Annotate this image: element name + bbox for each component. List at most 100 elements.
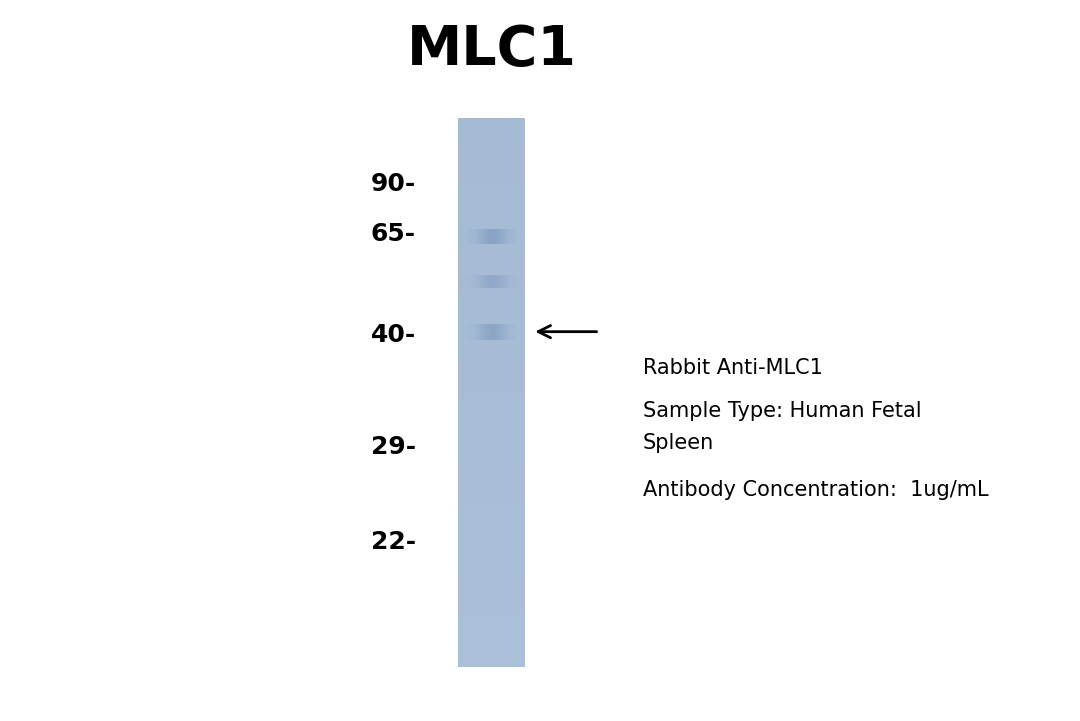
Bar (458, 383, 525, 386)
Bar (458, 663, 525, 665)
Text: 65-: 65- (370, 222, 416, 247)
Bar (458, 570, 525, 572)
Bar (458, 156, 525, 159)
Bar (458, 312, 525, 314)
Bar (458, 540, 525, 543)
Bar (510, 275, 512, 288)
Bar (458, 539, 525, 541)
Bar (478, 229, 481, 244)
Bar (458, 447, 525, 450)
Bar (458, 456, 525, 459)
Bar (458, 327, 525, 329)
Bar (458, 471, 525, 473)
Bar (458, 586, 525, 588)
Bar (458, 131, 525, 133)
Bar (458, 328, 525, 331)
Bar (458, 182, 525, 185)
Bar (514, 229, 516, 244)
Bar (458, 235, 525, 238)
Bar (507, 324, 510, 340)
Bar (458, 266, 525, 269)
Bar (504, 229, 507, 244)
Bar (458, 217, 525, 219)
Bar (458, 472, 525, 475)
Bar (458, 593, 525, 596)
Bar (458, 200, 525, 203)
Bar (483, 275, 485, 288)
Text: Antibody Concentration:  1ug/mL: Antibody Concentration: 1ug/mL (643, 480, 988, 500)
Bar (458, 363, 525, 366)
Bar (458, 135, 525, 137)
Bar (458, 167, 525, 170)
Bar (458, 304, 525, 307)
Bar (458, 509, 525, 512)
Bar (510, 324, 512, 340)
Bar (458, 324, 460, 340)
Bar (458, 379, 525, 382)
Bar (458, 234, 525, 236)
Text: 22-: 22- (370, 530, 416, 554)
Text: 90-: 90- (370, 172, 416, 196)
Bar (458, 210, 525, 212)
Bar (458, 515, 525, 517)
Bar (485, 275, 487, 288)
Bar (458, 542, 525, 544)
Bar (458, 433, 525, 435)
Bar (458, 410, 525, 413)
Bar (458, 584, 525, 587)
Bar (516, 229, 518, 244)
Bar (458, 230, 525, 232)
Bar (462, 229, 464, 244)
Bar (458, 341, 525, 344)
Bar (458, 275, 525, 278)
Bar (464, 324, 467, 340)
Bar (458, 549, 525, 552)
Bar (458, 319, 525, 322)
Bar (458, 526, 525, 528)
Bar (458, 381, 525, 384)
Bar (458, 557, 525, 559)
Bar (458, 580, 525, 583)
Bar (462, 324, 464, 340)
Bar (458, 496, 525, 499)
Bar (458, 430, 525, 433)
Bar (523, 275, 525, 288)
Bar (518, 275, 521, 288)
Bar (516, 324, 518, 340)
Bar (462, 275, 464, 288)
Bar (458, 386, 525, 389)
Bar (458, 546, 525, 548)
Bar (458, 354, 525, 356)
Bar (458, 215, 525, 218)
Bar (458, 198, 525, 201)
Bar (458, 398, 525, 400)
Bar (458, 275, 460, 288)
Bar (458, 257, 525, 260)
Bar (458, 155, 525, 157)
Bar (458, 588, 525, 590)
Bar (458, 650, 525, 653)
Bar (458, 645, 525, 647)
Bar (458, 652, 525, 654)
Bar (458, 508, 525, 510)
Bar (458, 484, 525, 486)
Bar (458, 597, 525, 599)
Bar (458, 368, 525, 371)
Bar (458, 657, 525, 660)
Bar (458, 340, 525, 342)
Bar (458, 390, 525, 393)
Bar (471, 275, 473, 288)
Bar (458, 420, 525, 423)
Bar (458, 206, 525, 208)
Bar (458, 604, 525, 606)
Bar (458, 591, 525, 594)
Bar (458, 272, 525, 274)
Bar (460, 229, 462, 244)
Bar (458, 255, 525, 258)
Text: 29-: 29- (370, 435, 416, 459)
Bar (491, 229, 494, 244)
Bar (458, 412, 525, 415)
Bar (458, 208, 525, 211)
Bar (471, 229, 473, 244)
Bar (458, 578, 525, 581)
